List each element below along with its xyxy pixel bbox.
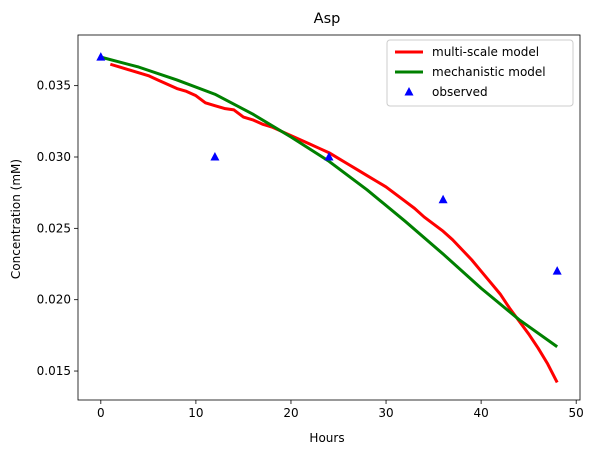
y-axis-label: Concentration (mM) bbox=[9, 159, 23, 279]
x-axis-label: Hours bbox=[309, 431, 344, 445]
y-tick-label: 0.020 bbox=[37, 293, 71, 307]
chart-title: Asp bbox=[314, 11, 341, 27]
x-tick-label: 50 bbox=[569, 406, 584, 420]
observed-point-4 bbox=[552, 266, 562, 275]
legend-label: mechanistic model bbox=[432, 65, 546, 79]
x-tick-label: 30 bbox=[378, 406, 393, 420]
x-tick-label: 20 bbox=[283, 406, 298, 420]
legend: multi-scale model mechanistic model observ… bbox=[386, 39, 574, 107]
observed-point-2 bbox=[324, 151, 334, 161]
observed-point-3 bbox=[438, 194, 448, 204]
x-tick-label: 10 bbox=[188, 406, 203, 420]
axes-frame bbox=[77, 34, 581, 401]
x-tick-label: 0 bbox=[97, 406, 105, 420]
legend-label: multi-scale model bbox=[432, 45, 539, 59]
legend-label: observed bbox=[432, 85, 488, 99]
legend-swatch-marker bbox=[404, 87, 414, 96]
series-line-1 bbox=[100, 55, 559, 349]
legend-box bbox=[386, 39, 574, 107]
series-line-0 bbox=[109, 62, 559, 384]
observed-point-1 bbox=[210, 151, 220, 161]
x-tick-label: 40 bbox=[473, 406, 488, 420]
y-tick-label: 0.025 bbox=[37, 221, 71, 235]
y-tick-label: 0.035 bbox=[37, 79, 71, 93]
plot-area: 0 10 20 30 40 50 0.015 0.020 0.025 0.030 0.035 bbox=[37, 34, 584, 420]
y-tick-label: 0.030 bbox=[37, 150, 71, 164]
y-tick-label: 0.015 bbox=[37, 364, 71, 378]
observed-point-0 bbox=[96, 52, 106, 61]
